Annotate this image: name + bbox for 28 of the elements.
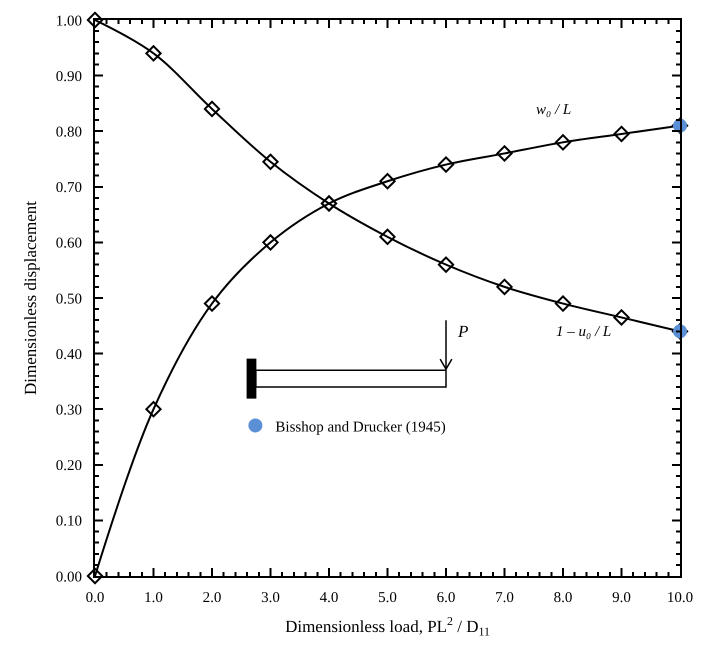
legend-label: Bisshop and Drucker (1945) xyxy=(275,419,446,436)
y-tick-label: 0.80 xyxy=(56,124,82,140)
y-tick-label: 0.90 xyxy=(56,68,82,85)
annotation: P xyxy=(457,322,468,341)
x-tick-label: 10.0 xyxy=(666,590,694,606)
y-tick-label: 0.00 xyxy=(56,569,82,586)
x-tick-label: 0.0 xyxy=(86,590,104,606)
y-tick-label: 0.70 xyxy=(56,180,82,196)
x-tick-label: 2.0 xyxy=(202,590,222,606)
x-tick-label: 6.0 xyxy=(436,590,456,606)
y-tick-label: 0.30 xyxy=(56,402,82,418)
x-tick-label: 8.0 xyxy=(554,590,572,606)
y-tick-label: 0.50 xyxy=(56,291,82,308)
series-label: 1 – u₀ / L xyxy=(556,324,612,340)
y-tick-label: 0.20 xyxy=(56,458,82,474)
x-tick-label: 1.0 xyxy=(144,590,163,606)
y-tick-label: 0.10 xyxy=(56,514,82,530)
x-tick-label: 3.0 xyxy=(261,590,280,606)
x-axis-title: Dimensionless load, PL$^{2}$ / D$_{11}$ xyxy=(285,614,490,638)
y-tick-label: 1.00 xyxy=(56,13,82,30)
y-tick-label: 0.60 xyxy=(56,236,82,252)
y-axis-title: Dimensionless displacement xyxy=(20,200,40,396)
y-tick-label: 0.40 xyxy=(56,346,82,363)
x-tick-label: 9.0 xyxy=(612,590,631,606)
x-tick-label: 4.0 xyxy=(320,590,338,606)
x-tick-label: 5.0 xyxy=(378,590,397,606)
x-tick-label: 7.0 xyxy=(495,590,514,606)
series-label: w₀ / L xyxy=(536,102,572,118)
